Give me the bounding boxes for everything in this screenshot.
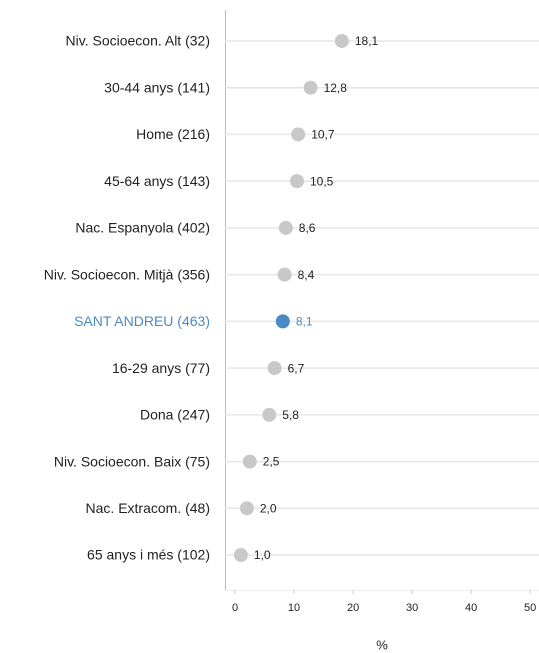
data-label: 2,0 [260, 501, 277, 515]
y-tick-label: 30-44 anys (141) [104, 79, 210, 95]
data-label: 12,8 [324, 81, 348, 95]
dot [267, 361, 282, 376]
x-tick-label: 20 [347, 602, 359, 614]
dot [239, 501, 254, 516]
dot [275, 314, 290, 329]
x-axis-label: % [376, 637, 388, 652]
data-label: 5,8 [282, 408, 299, 422]
y-tick-label: 16-29 anys (77) [112, 360, 210, 376]
x-tick-label: 50 [524, 602, 536, 614]
x-tick-label: 30 [406, 602, 418, 614]
dot [303, 80, 318, 95]
dot [291, 127, 306, 142]
y-tick-label: Nac. Extracom. (48) [86, 500, 210, 516]
data-label: 8,6 [299, 221, 316, 235]
dot [334, 33, 349, 48]
data-label: 10,5 [310, 174, 334, 188]
x-tick-label: 10 [288, 602, 300, 614]
y-tick-label: Home (216) [136, 126, 210, 142]
y-tick-label: Niv. Socioecon. Alt (32) [66, 33, 210, 49]
y-tick-label: Dona (247) [140, 407, 210, 423]
y-tick-label: 65 anys i més (102) [87, 547, 210, 563]
dot [233, 548, 248, 563]
dot [278, 220, 293, 235]
dot [242, 454, 257, 469]
y-tick-label: Niv. Socioecon. Mitjà (356) [44, 266, 210, 282]
data-label: 2,5 [263, 455, 280, 469]
dot [290, 174, 305, 189]
x-tick-label: 40 [465, 602, 477, 614]
x-tick-label: 0 [232, 602, 238, 614]
data-label: 8,1 [296, 315, 313, 329]
y-tick-label: 45-64 anys (143) [104, 173, 210, 189]
y-tick-label: SANT ANDREU (463) [74, 313, 210, 329]
data-label: 18,1 [355, 34, 379, 48]
data-label: 1,0 [254, 548, 271, 562]
data-label: 10,7 [311, 128, 335, 142]
dot [262, 407, 277, 422]
data-label: 8,4 [298, 268, 315, 282]
dot [277, 267, 292, 282]
data-label: 6,7 [288, 361, 305, 375]
y-tick-label: Nac. Espanyola (402) [75, 220, 210, 236]
y-tick-label: Niv. Socioecon. Baix (75) [54, 453, 210, 469]
